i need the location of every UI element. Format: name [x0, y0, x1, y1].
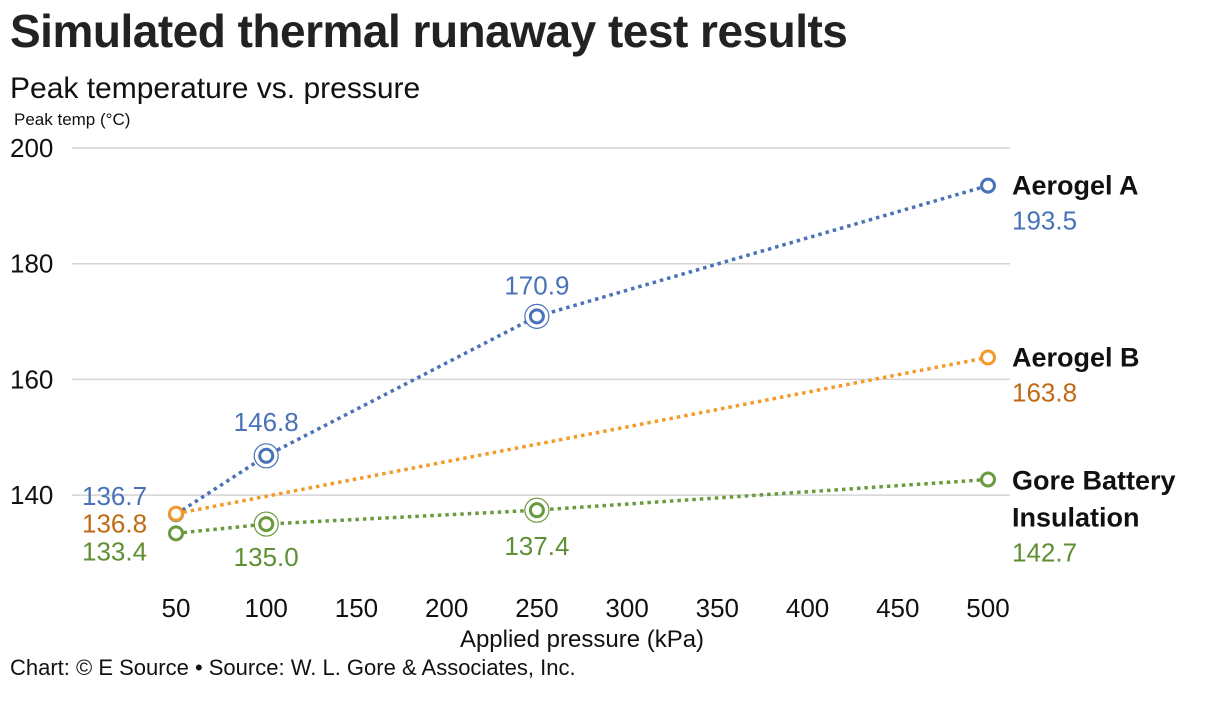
data-label: 142.7	[1012, 538, 1077, 568]
x-tick-label: 500	[966, 593, 1009, 623]
x-tick-label: 150	[335, 593, 378, 623]
data-point	[980, 471, 996, 488]
data-label: 136.8	[82, 509, 147, 539]
x-tick-label: 400	[786, 593, 829, 623]
x-tick-label: 300	[605, 593, 648, 623]
series-line	[175, 355, 989, 516]
y-axis-label: Peak temp (°C)	[14, 110, 130, 129]
data-label: 170.9	[504, 270, 569, 300]
x-tick-label: 200	[425, 593, 468, 623]
series-name-label: Aerogel B	[1012, 342, 1140, 372]
y-tick-label: 140	[10, 480, 53, 510]
data-point	[980, 349, 996, 366]
x-tick-label: 250	[515, 593, 558, 623]
data-label: 137.4	[504, 531, 569, 561]
data-point	[168, 525, 184, 542]
data-point	[528, 502, 545, 519]
y-tick-label: 200	[10, 133, 53, 163]
y-tick-label: 160	[10, 364, 53, 394]
y-tick-label: 180	[10, 249, 53, 279]
series-name-label: Insulation	[1012, 503, 1140, 533]
x-tick-label: 350	[696, 593, 739, 623]
chart-title: Simulated thermal runaway test results	[10, 5, 848, 57]
data-point	[980, 177, 996, 194]
series-name-label: Gore Battery	[1012, 466, 1176, 496]
chart-source: Chart: © E Source • Source: W. L. Gore &…	[10, 655, 576, 680]
data-point	[528, 308, 545, 325]
data-point	[258, 447, 275, 464]
x-axis-label: Applied pressure (kPa)	[460, 626, 704, 653]
x-tick-label: 450	[876, 593, 919, 623]
data-label: 146.8	[234, 407, 299, 437]
series-line	[175, 477, 989, 536]
data-label: 136.7	[82, 481, 147, 511]
data-label: 135.0	[234, 542, 299, 572]
data-point	[168, 505, 184, 522]
data-label: 163.8	[1012, 377, 1077, 407]
chart-subtitle: Peak temperature vs. pressure	[10, 72, 421, 105]
data-label: 193.5	[1012, 206, 1077, 236]
series-name-label: Aerogel A	[1012, 171, 1139, 201]
series-line	[175, 183, 989, 516]
data-point	[258, 516, 275, 533]
data-label: 133.4	[82, 536, 147, 566]
x-tick-label: 100	[245, 593, 288, 623]
x-tick-label: 50	[162, 593, 191, 623]
